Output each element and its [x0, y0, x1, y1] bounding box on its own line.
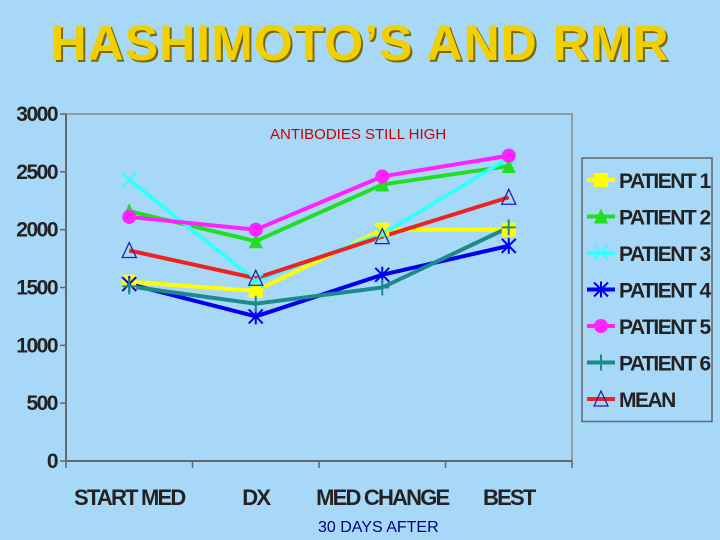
series-line-patient-2: [128, 164, 510, 244]
y-tick-label: 1000: [16, 334, 58, 357]
data-point-patient-6: [248, 295, 263, 312]
x-category-label: DX: [242, 485, 271, 510]
data-point-patient-5: [375, 169, 390, 184]
data-point-patient-5: [248, 222, 263, 237]
annotation-antibodies: ANTIBODIES STILL HIGH: [270, 126, 446, 143]
data-point-patient-6: [375, 279, 390, 296]
annotation-30-days: 30 DAYS AFTER: [318, 519, 439, 536]
x-category-label: MED CHANGE: [316, 485, 449, 510]
data-point-patient-4: [501, 237, 517, 254]
y-tick-label: 2000: [16, 219, 58, 242]
legend-label-patient-4: PATIENT 4: [619, 280, 712, 303]
x-category-label: BEST: [483, 485, 537, 510]
data-point-patient-5: [122, 209, 137, 224]
legend-marker-patient-2: [594, 208, 608, 224]
data-point-patient-3: [121, 172, 137, 188]
data-point-patient-2: [375, 176, 390, 192]
legend-label-patient-6: PATIENT 6: [619, 353, 711, 376]
y-tick-label: 500: [26, 392, 57, 415]
series-line-patient-1: [129, 227, 509, 293]
legend-marker-patient-4: [593, 281, 609, 298]
data-point-mean: [247, 268, 264, 286]
slide-title: HASHIMOTO’S AND RMR: [50, 15, 670, 71]
legend-marker-patient-5: [594, 319, 608, 333]
legend-label-patient-2: PATIENT 2: [619, 207, 711, 230]
legend-marker-patient-3: [593, 245, 609, 261]
y-tick-label: 1500: [16, 277, 58, 300]
series-line-patient-5: [129, 153, 510, 232]
data-point-patient-5: [501, 148, 516, 163]
data-point-patient-6: [122, 278, 137, 295]
data-point-mean: [374, 227, 391, 245]
y-tick-label: 3000: [16, 103, 58, 126]
legend-marker-patient-1: [594, 173, 608, 187]
legend-marker-mean: [592, 389, 610, 407]
y-tick-label: 2500: [16, 161, 58, 184]
legend-label-patient-1: PATIENT 1: [619, 170, 712, 193]
series-line-patient-6: [128, 225, 510, 306]
y-tick-label: 0: [47, 450, 58, 473]
legend-label-patient-3: PATIENT 3: [619, 243, 711, 266]
x-category-label: START MED: [74, 485, 185, 510]
data-point-patient-6: [501, 219, 516, 236]
series-line-mean: [128, 195, 510, 281]
legend-label-patient-5: PATIENT 5: [619, 316, 712, 339]
legend-marker-patient-6: [594, 354, 608, 371]
legend-label-mean: MEAN: [619, 389, 675, 412]
data-point-patient-2: [501, 158, 516, 174]
data-point-mean: [500, 187, 517, 205]
data-point-patient-1: [248, 283, 263, 298]
data-point-patient-2: [248, 233, 263, 249]
data-point-mean: [121, 240, 138, 259]
